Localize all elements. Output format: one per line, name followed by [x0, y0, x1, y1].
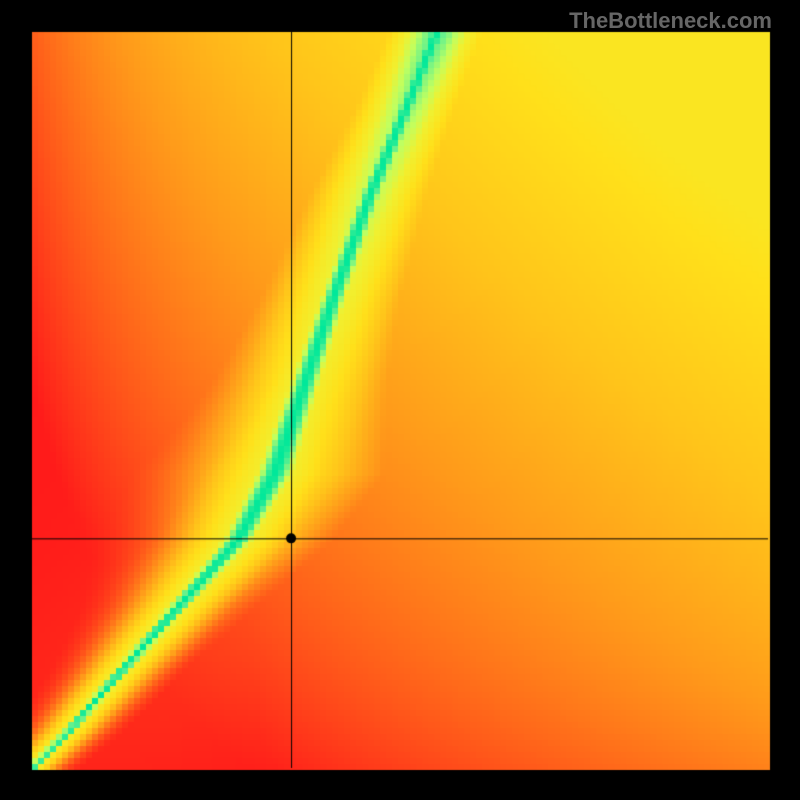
bottleneck-heatmap: [0, 0, 800, 800]
chart-container: TheBottleneck.com: [0, 0, 800, 800]
watermark-text: TheBottleneck.com: [569, 8, 772, 34]
